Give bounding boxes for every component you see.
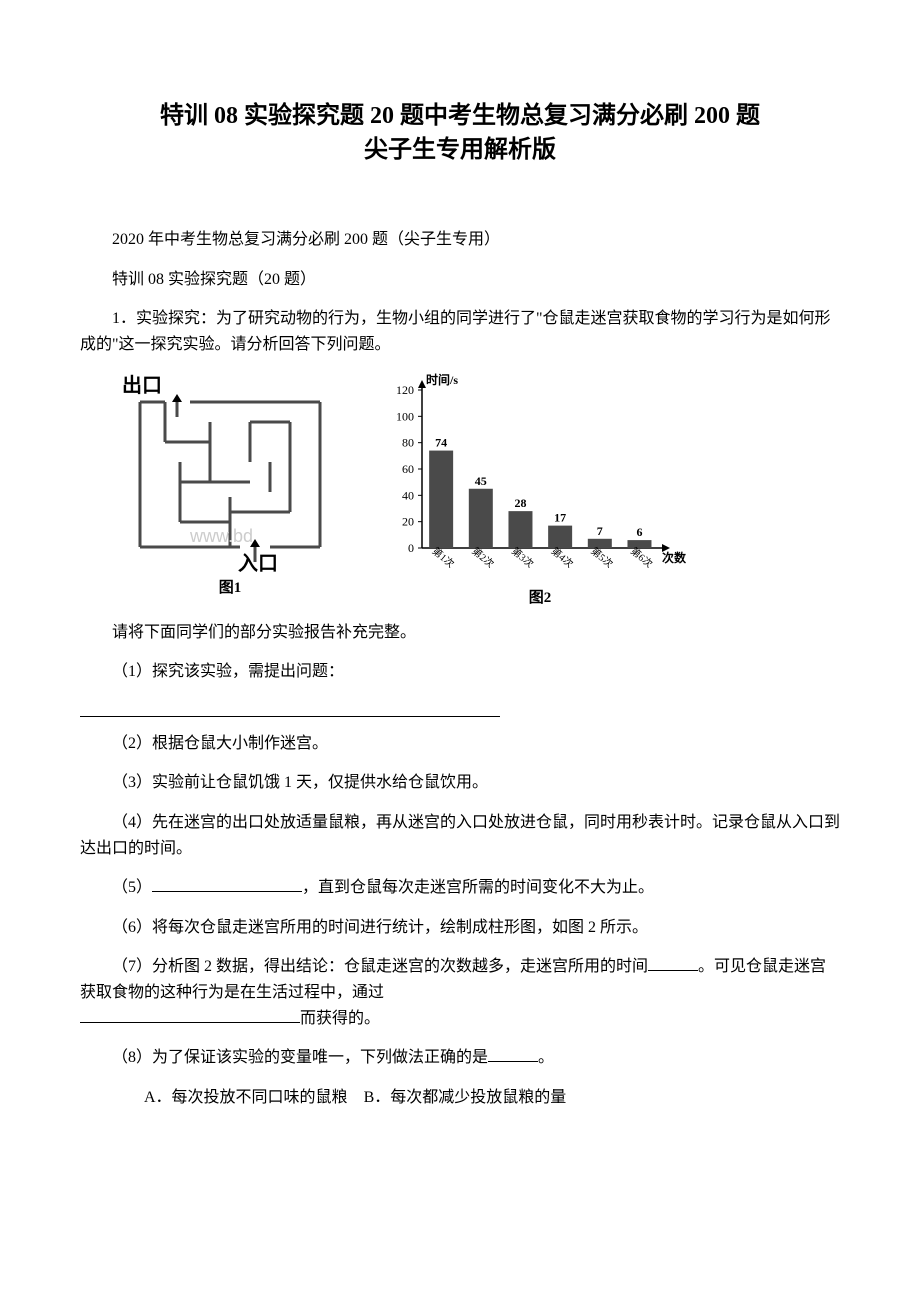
- svg-text:www.bd: www.bd: [189, 526, 253, 546]
- choice-a: A．每次投放不同口味的鼠粮: [144, 1089, 348, 1106]
- step-5-pre: （5）: [112, 879, 152, 896]
- svg-text:7: 7: [597, 523, 603, 537]
- figure-2-caption: 图2: [529, 586, 552, 610]
- step-8: （8）为了保证该实验的变量唯一，下列做法正确的是 。: [80, 1045, 840, 1071]
- step-5-post: ，直到仓鼠每次走迷宫所需的时间变化不大为止。: [302, 879, 654, 896]
- svg-text:45: 45: [475, 473, 487, 487]
- svg-text:次数: 次数: [662, 550, 687, 565]
- step-7-post: 而获得的。: [300, 1010, 380, 1027]
- svg-text:60: 60: [402, 462, 414, 476]
- svg-text:120: 120: [396, 383, 414, 397]
- svg-text:出口: 出口: [122, 374, 162, 397]
- step-5: （5） ，直到仓鼠每次走迷宫所需的时间变化不大为止。: [80, 875, 840, 901]
- svg-text:17: 17: [554, 510, 566, 524]
- step-4: （4）先在迷宫的出口处放适量鼠粮，再从迷宫的入口处放进仓鼠，同时用秒表计时。记录…: [80, 810, 840, 861]
- after-figures-text: 请将下面同学们的部分实验报告补充完整。: [80, 620, 840, 646]
- svg-text:80: 80: [402, 435, 414, 449]
- choice-b: B．每次都减少投放鼠粮的量: [364, 1089, 567, 1106]
- title-line-2: 尖子生专用解析版: [364, 137, 556, 163]
- bar-chart: 时间/s次数02040608010012074第1次45第2次28第3次17第4…: [380, 372, 700, 582]
- svg-text:20: 20: [402, 514, 414, 528]
- step-5-blank: [152, 891, 302, 892]
- step-7: （7）分析图 2 数据，得出结论：仓鼠走迷宫的次数越多，走迷宫所用的时间。可见仓…: [80, 954, 840, 1031]
- maze-diagram: 出口入口 www.bd: [120, 372, 340, 572]
- svg-text:0: 0: [408, 541, 414, 555]
- step-7-blank-1: [648, 970, 698, 971]
- intro-line-2: 特训 08 实验探究题（20 题）: [80, 267, 840, 293]
- svg-text:28: 28: [514, 496, 526, 510]
- svg-text:40: 40: [402, 488, 414, 502]
- step-8-blank: [488, 1061, 538, 1062]
- step-7-blank-2: [80, 1022, 300, 1023]
- svg-text:入口: 入口: [238, 552, 278, 572]
- figure-2-block: 时间/s次数02040608010012074第1次45第2次28第3次17第4…: [380, 372, 700, 610]
- step-6: （6）将每次仓鼠走迷宫所用的时间进行统计，绘制成柱形图，如图 2 所示。: [80, 915, 840, 941]
- intro-line-1: 2020 年中考生物总复习满分必刷 200 题（尖子生专用）: [80, 227, 840, 253]
- step-1-blank: [80, 699, 500, 717]
- document-title: 特训 08 实验探究题 20 题中考生物总复习满分必刷 200 题 尖子生专用解…: [80, 100, 840, 167]
- svg-text:74: 74: [435, 435, 447, 449]
- svg-text:时间/s: 时间/s: [426, 372, 458, 387]
- figure-1-block: 出口入口 www.bd 图1: [120, 372, 340, 600]
- step-7-pre: （7）分析图 2 数据，得出结论：仓鼠走迷宫的次数越多，走迷宫所用的时间: [112, 958, 648, 975]
- step-2: （2）根据仓鼠大小制作迷宫。: [80, 731, 840, 757]
- step-1: （1）探究该实验，需提出问题：: [80, 659, 840, 685]
- choices-row: A．每次投放不同口味的鼠粮 B．每次都减少投放鼠粮的量: [80, 1085, 840, 1111]
- step-3: （3）实验前让仓鼠饥饿 1 天，仅提供水给仓鼠饮用。: [80, 770, 840, 796]
- question-1-stem: 1．实验探究：为了研究动物的行为，生物小组的同学进行了"仓鼠走迷宫获取食物的学习…: [80, 306, 840, 357]
- svg-text:100: 100: [396, 409, 414, 423]
- step-8-post: 。: [538, 1049, 554, 1066]
- figure-1-caption: 图1: [219, 576, 242, 600]
- step-8-pre: （8）为了保证该实验的变量唯一，下列做法正确的是: [112, 1049, 488, 1066]
- svg-text:6: 6: [636, 525, 642, 539]
- figures-row: 出口入口www.bd 图1 时间/s次数02040608010012074第1次…: [120, 372, 840, 610]
- title-line-1: 特训 08 实验探究题 20 题中考生物总复习满分必刷 200 题: [160, 103, 760, 129]
